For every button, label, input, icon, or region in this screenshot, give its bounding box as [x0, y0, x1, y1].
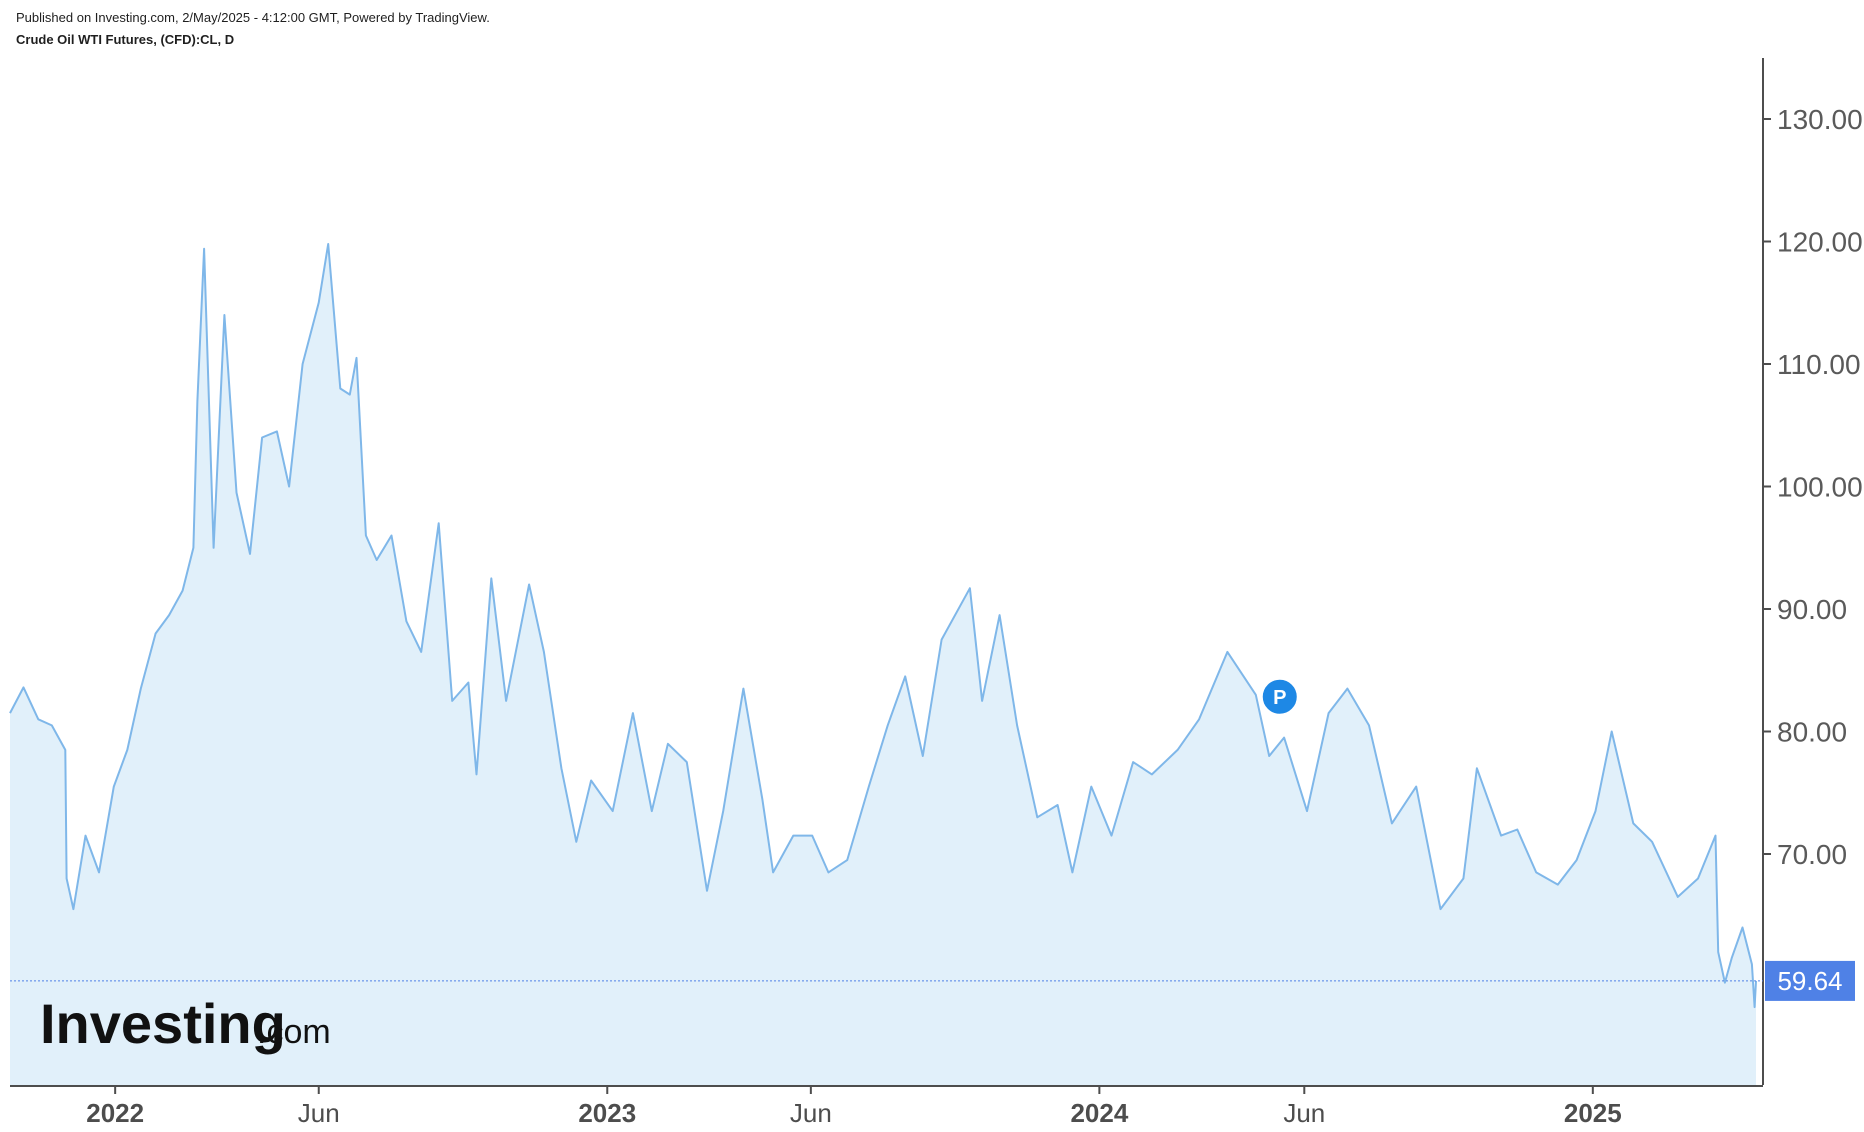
last-price-badge	[1765, 960, 1855, 1001]
y-tick-label: 90.00	[1777, 594, 1847, 625]
x-tick-label: 2025	[1564, 1098, 1622, 1128]
investing-logo: Investing .com	[40, 992, 331, 1055]
y-tick-label: 130.00	[1777, 104, 1863, 135]
event-marker-label: P	[1273, 687, 1286, 709]
x-tick-label: 2022	[86, 1098, 144, 1128]
y-tick-layer: 130.00 120.00 110.00 100.00 90.00 80.00 70.00	[1763, 104, 1863, 870]
x-tick-label: Jun	[790, 1098, 832, 1128]
y-tick-label: 120.00	[1777, 227, 1863, 258]
axis-layer	[10, 58, 1764, 1087]
price-line-layer	[9, 243, 1757, 1009]
y-tick-label: 70.00	[1777, 839, 1847, 870]
last-price-label: 59.64	[1777, 966, 1842, 996]
last-price-indicator: 59.64	[10, 960, 1855, 1001]
price-area-fill	[10, 244, 1756, 1085]
price-line	[9, 243, 1757, 1009]
y-tick-label: 100.00	[1777, 472, 1863, 503]
y-tick-label: 80.00	[1777, 717, 1847, 748]
x-tick-label: 2023	[578, 1098, 636, 1128]
event-marker[interactable]: P	[1260, 677, 1299, 716]
price-area-layer	[10, 244, 1756, 1085]
x-tick-label: Jun	[298, 1098, 340, 1128]
instrument-title: Crude Oil WTI Futures, (CFD):CL, D	[16, 32, 234, 47]
x-tick-label: 2024	[1070, 1098, 1128, 1128]
x-tick-label: Jun	[1283, 1098, 1325, 1128]
x-tick-layer: 2022 Jun 2023 Jun 2024 Jun 2025	[86, 1086, 1622, 1128]
y-tick-label: 110.00	[1777, 349, 1861, 380]
published-note: Published on Investing.com, 2/May/2025 -…	[16, 10, 490, 25]
event-marker-circle[interactable]	[1260, 677, 1299, 716]
logo-brand-text: Investing	[40, 992, 286, 1055]
logo-suffix-text: .com	[257, 1013, 331, 1051]
